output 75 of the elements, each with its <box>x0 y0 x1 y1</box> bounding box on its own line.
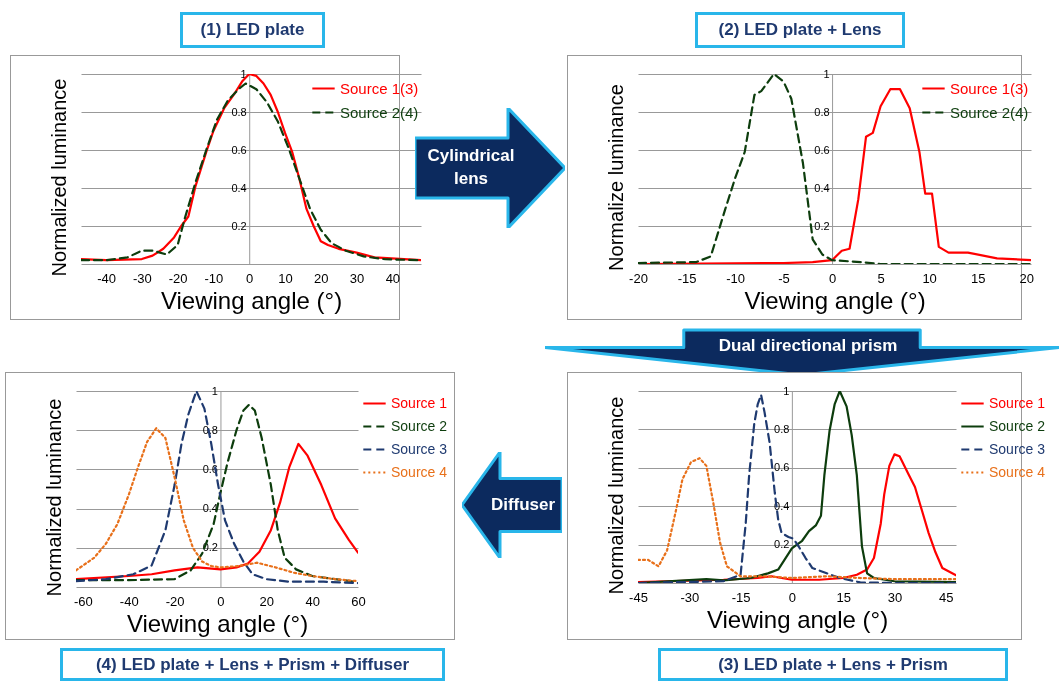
x-tick-label: 0 <box>246 270 254 286</box>
y-tick-label: 0.4 <box>231 181 247 194</box>
y-tick-label: 1 <box>783 384 790 397</box>
x-tick-label: 20 <box>259 593 275 609</box>
y-axis-title: Normalize luminance <box>604 84 627 271</box>
text: Diffuser <box>489 493 557 516</box>
x-tick-label: -20 <box>165 593 185 609</box>
y-tick-label: 0.4 <box>814 181 830 194</box>
x-tick-label: -10 <box>204 270 224 286</box>
text: Cylindrical lens <box>426 145 516 190</box>
text: (3) LED plate + Lens + Prism <box>658 648 1008 681</box>
y-tick-label: 0.2 <box>814 219 830 232</box>
x-tick-label: -20 <box>629 270 648 286</box>
y-axis-title: Normalized luminance <box>604 396 627 595</box>
x-tick-label: 15 <box>836 589 851 605</box>
y-tick-label: 1 <box>823 67 830 80</box>
x-tick-label: -15 <box>677 270 697 286</box>
x-tick-label: 15 <box>970 270 986 286</box>
x-tick-label: 45 <box>939 589 954 605</box>
x-tick-label: -20 <box>168 270 188 286</box>
chart-title: (1) LED plate <box>180 12 325 48</box>
legend-label: Source 2 <box>391 417 448 434</box>
legend-label: Source 3 <box>391 440 448 457</box>
x-tick-label: -30 <box>132 270 152 286</box>
x-tick-label: -40 <box>97 270 116 286</box>
x-tick-label: -60 <box>73 593 93 609</box>
legend-label: Source 2 <box>989 417 1046 434</box>
chart-title: (2) LED plate + Lens <box>695 12 905 48</box>
x-tick-label: -15 <box>731 589 751 605</box>
y-tick-label: 0.4 <box>774 499 790 512</box>
legend-label: Source 4 <box>391 463 448 480</box>
x-axis-title: Viewing angle (°) <box>706 605 889 633</box>
x-tick-label: -40 <box>119 593 139 609</box>
legend-label: Source 2(4) <box>950 103 1029 121</box>
text: (4) LED plate + Lens + Prism + Diffuser <box>60 648 445 681</box>
x-tick-label: 40 <box>305 593 320 609</box>
x-tick-label: -10 <box>726 270 745 286</box>
x-tick-label: 0 <box>217 593 225 609</box>
legend-label: Source 1 <box>989 394 1046 411</box>
y-tick-label: 0.6 <box>774 461 790 474</box>
y-tick-label: 0.2 <box>231 219 247 232</box>
y-axis-title: Normalized luminance <box>42 398 65 597</box>
legend-label: Source 1(3) <box>950 79 1029 97</box>
y-tick-label: 0.8 <box>231 105 247 118</box>
y-tick-label: 0.8 <box>814 105 830 118</box>
x-tick-label: 20 <box>314 270 329 286</box>
x-tick-label: 60 <box>351 593 366 609</box>
y-axis-title: Normalized luminance <box>47 78 70 277</box>
y-tick-label: 0.8 <box>202 423 218 436</box>
y-tick-label: 0.2 <box>774 538 790 551</box>
x-axis-title: Viewing angle (°) <box>160 286 343 314</box>
y-tick-label: 0.6 <box>814 143 830 156</box>
x-axis-title: Viewing angle (°) <box>126 609 309 637</box>
legend-label: Source 2(4) <box>340 103 419 121</box>
legend-label: Source 4 <box>989 463 1046 480</box>
x-tick-label: 0 <box>828 270 837 286</box>
x-tick-label: 5 <box>877 270 885 286</box>
x-tick-label: 10 <box>278 270 293 286</box>
x-tick-label: 30 <box>887 589 903 605</box>
x-tick-label: -45 <box>629 589 648 605</box>
y-tick-label: 0.6 <box>231 143 247 156</box>
x-axis-title: Viewing angle (°) <box>744 286 926 314</box>
legend-label: Source 3 <box>989 440 1046 457</box>
x-tick-label: 10 <box>922 270 937 286</box>
y-tick-label: 0.8 <box>774 422 790 435</box>
x-tick-label: -5 <box>778 270 790 286</box>
x-tick-label: 20 <box>1019 270 1034 286</box>
x-tick-label: 0 <box>788 589 796 605</box>
legend-label: Source 1(3) <box>340 79 419 97</box>
y-tick-label: 1 <box>211 384 218 397</box>
x-tick-label: 40 <box>385 270 401 286</box>
legend-label: Source 1 <box>391 394 448 411</box>
x-tick-label: 30 <box>349 270 365 286</box>
x-tick-label: -30 <box>680 589 700 605</box>
text: Dual directional prism <box>717 334 899 357</box>
